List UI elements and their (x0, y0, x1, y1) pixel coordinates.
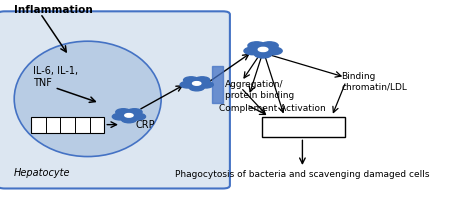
Circle shape (180, 81, 195, 88)
Text: Inflammation: Inflammation (14, 5, 93, 15)
Circle shape (244, 47, 262, 55)
Circle shape (192, 82, 201, 85)
Text: Phagocytosis of bacteria and scavenging damaged cells: Phagocytosis of bacteria and scavenging … (175, 170, 429, 179)
Circle shape (127, 109, 142, 115)
Circle shape (258, 47, 268, 52)
Bar (262, 117, 345, 137)
Circle shape (112, 113, 128, 120)
Circle shape (125, 114, 133, 117)
Text: CRP: CRP (135, 120, 155, 130)
Circle shape (183, 77, 199, 83)
Circle shape (261, 42, 278, 49)
Circle shape (264, 47, 282, 55)
Circle shape (116, 109, 131, 115)
FancyBboxPatch shape (0, 11, 230, 188)
Circle shape (130, 113, 146, 120)
Text: IL-6, IL-1,
TNF: IL-6, IL-1, TNF (33, 66, 78, 88)
Circle shape (198, 81, 213, 88)
Text: Aggregation/
protein binding: Aggregation/ protein binding (225, 80, 294, 100)
Circle shape (189, 84, 204, 91)
Circle shape (121, 116, 137, 123)
Bar (212, 66, 223, 103)
Text: Hepatocyte: Hepatocyte (14, 168, 71, 178)
Bar (31, 117, 104, 133)
Circle shape (248, 42, 265, 49)
Circle shape (195, 77, 210, 83)
Text: Binding
chromatin/LDL: Binding chromatin/LDL (341, 72, 407, 91)
Circle shape (255, 50, 272, 58)
Text: Complement Activation: Complement Activation (219, 104, 326, 113)
Ellipse shape (14, 41, 161, 157)
Text: Opsonisation: Opsonisation (264, 121, 341, 134)
